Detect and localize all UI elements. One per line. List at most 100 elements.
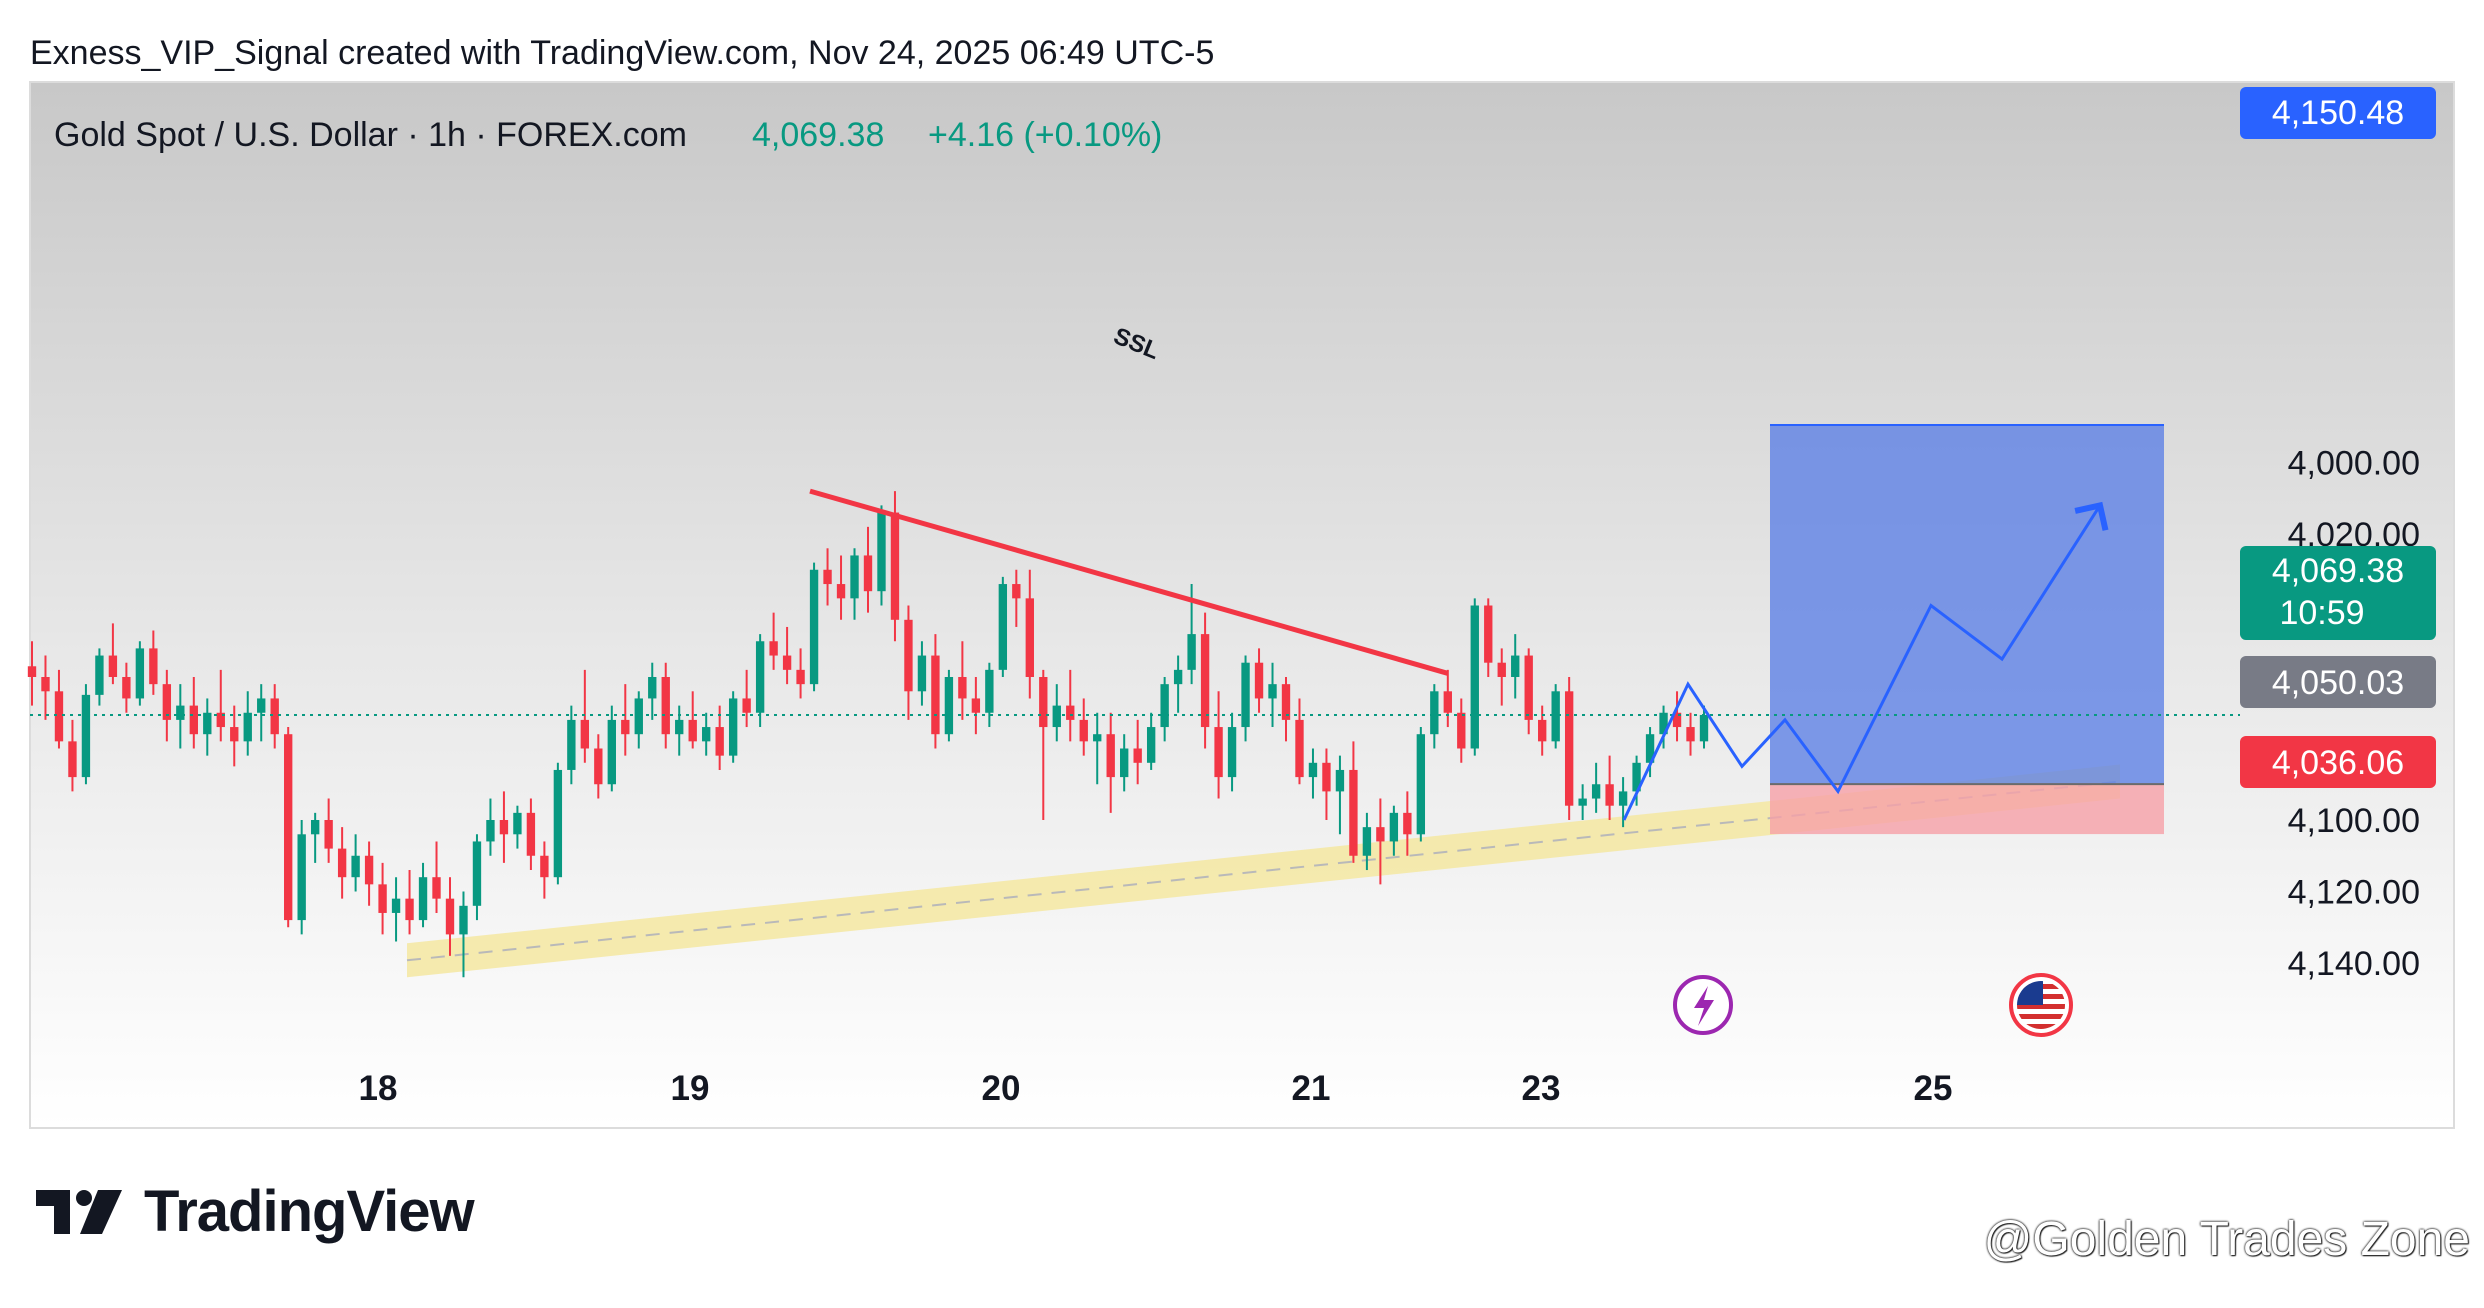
entry-price-badge: 4,050.03 (2240, 656, 2436, 708)
candle-body (1146, 727, 1156, 763)
candle-body (1672, 712, 1682, 728)
candle (203, 698, 212, 756)
candle-body (1214, 727, 1223, 778)
candle-body (1376, 827, 1385, 842)
projection-path[interactable] (1622, 501, 2109, 821)
candle-body (1295, 719, 1304, 778)
candle-body (54, 691, 64, 742)
candle-body (1066, 705, 1075, 720)
candle-body (1106, 734, 1115, 778)
candle (863, 526, 873, 613)
candle (648, 662, 657, 720)
candle-body (445, 898, 455, 935)
candle (216, 669, 225, 742)
candle (310, 812, 320, 863)
candle (823, 548, 832, 606)
candle-body (1133, 748, 1142, 763)
candle (351, 834, 360, 892)
candle-body (675, 719, 684, 735)
candle-body (1362, 827, 1372, 856)
candle (1403, 791, 1412, 856)
time-axis[interactable]: 18 19 20 21 23 25 (359, 1069, 1953, 1108)
candle (931, 634, 940, 749)
candle (1672, 691, 1682, 742)
target-price-badge: 4,150.48 (2240, 87, 2436, 139)
candle (1470, 598, 1479, 756)
candle-body (836, 584, 846, 599)
candle-body (1093, 734, 1102, 742)
candle (445, 877, 455, 956)
candle (1484, 598, 1493, 677)
candle (1605, 755, 1614, 820)
candle-body (472, 841, 482, 906)
candle-body (1052, 705, 1061, 728)
candle (337, 827, 347, 899)
candle (284, 727, 293, 928)
candle-body (310, 820, 320, 835)
candle (1160, 677, 1169, 742)
candle-body (526, 812, 536, 856)
candle-body (782, 655, 792, 670)
candle-body (688, 719, 697, 742)
attribution-text: Exness_VIP_Signal created with TradingVi… (30, 34, 1214, 72)
candle-body (1497, 662, 1506, 677)
candle-body (1457, 712, 1466, 749)
candle-body (499, 820, 509, 835)
target-zone[interactable] (1770, 425, 2164, 785)
candlestick-series (27, 491, 1709, 978)
candle (1052, 684, 1061, 742)
candle-body (580, 719, 590, 749)
candle (1591, 762, 1601, 813)
candle (1254, 648, 1264, 713)
candle-body (432, 877, 441, 899)
candle-body (1632, 762, 1641, 792)
candle (1227, 712, 1237, 792)
candle-body (742, 698, 751, 713)
candle-body (931, 655, 940, 735)
candle-body (135, 648, 145, 699)
candle (958, 641, 967, 720)
candle-body (1524, 655, 1533, 720)
candle-body (1686, 727, 1695, 742)
candle (54, 669, 64, 749)
candle (1564, 677, 1574, 820)
candle (1093, 712, 1102, 785)
tradingview-logo[interactable]: TradingView (36, 1178, 475, 1245)
candle (1578, 784, 1587, 820)
candle (1376, 798, 1385, 885)
legend-symbol[interactable]: Gold Spot / U.S. Dollar · 1h · FOREX.com (54, 116, 687, 154)
candle-body (108, 655, 118, 677)
candle (432, 841, 441, 913)
candle-body (95, 655, 104, 695)
candle-body (364, 855, 374, 885)
candle (1699, 705, 1709, 749)
candle-body (1349, 769, 1358, 856)
candle-body (243, 712, 252, 742)
current-price-badge: 4,069.38 10:59 (2240, 546, 2436, 640)
candle (41, 655, 50, 720)
candle-body (728, 698, 738, 756)
candle-body (985, 669, 994, 713)
candle-body (1160, 684, 1169, 728)
candle (513, 805, 522, 849)
stop-zone[interactable] (1770, 784, 2164, 835)
candle-body (149, 648, 158, 685)
svg-text:10:59: 10:59 (2279, 594, 2364, 632)
lightning-icon[interactable] (1673, 975, 1733, 1035)
candle (1645, 727, 1655, 778)
candle (796, 648, 805, 699)
candle (877, 505, 886, 606)
candle-body (1551, 691, 1560, 742)
candle (162, 669, 172, 742)
candle-body (958, 677, 967, 699)
candle-body (203, 712, 212, 735)
candle-body (1335, 769, 1345, 792)
us-flag-icon[interactable] (2009, 973, 2073, 1037)
candle (243, 691, 252, 756)
ssl-trendline[interactable] (809, 488, 1449, 676)
candle (297, 820, 306, 935)
long-position-tool[interactable] (1770, 424, 2164, 835)
candle (904, 605, 913, 720)
candle (68, 719, 77, 792)
candle (364, 841, 374, 906)
